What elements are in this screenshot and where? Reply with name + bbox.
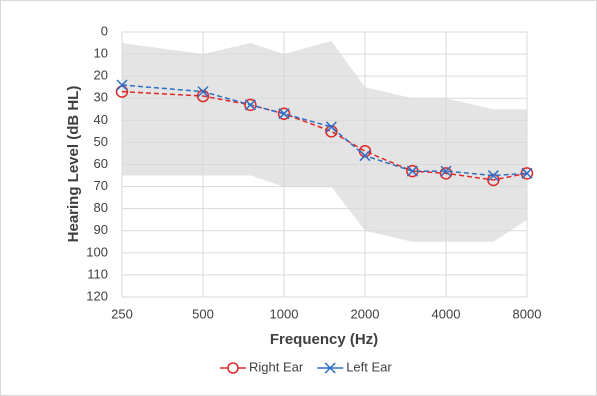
x-tick-label: 2000 [351,306,380,321]
series-line [121,84,528,177]
marker [439,167,453,180]
y-tick-label: 10 [94,46,108,61]
marker [325,125,338,138]
marker [197,86,209,98]
marker [487,170,499,182]
marker [521,167,533,179]
y-tick-label: 80 [94,200,108,215]
x-tick-label: 250 [111,306,133,321]
marker [487,173,500,187]
y-tick-label: 30 [94,90,108,105]
y-tick-label: 20 [94,68,108,83]
marker [244,99,256,111]
y-tick-label: 60 [94,156,108,171]
legend-label: Right Ear [249,359,304,374]
marker [115,85,129,98]
marker [325,121,337,133]
marker [244,98,257,112]
x-tick-label: 500 [192,306,214,321]
marker [278,108,290,120]
x-tick-label: 8000 [513,306,542,321]
y-tick-label: 110 [87,266,108,281]
normal-range-band [122,40,527,242]
x-tick-label: 4000 [432,306,461,321]
y-tick-label: 100 [86,244,108,259]
marker [359,150,371,162]
y-tick-label: 90 [94,222,108,237]
legend-marker [324,362,336,374]
x-tick-label: 1000 [270,306,299,321]
marker [116,79,128,91]
marker [406,165,418,177]
series [116,79,533,182]
legend-label: Left Ear [346,359,392,374]
y-tick-label: 0 [101,23,108,38]
marker [196,89,210,103]
x-axis-title: Frequency (Hz) [270,331,378,348]
y-tick-label: 120 [86,288,108,303]
legend-marker [227,362,239,374]
y-tick-label: 70 [94,178,108,193]
y-axis-title: Hearing Level (dB HL) [65,86,82,243]
y-tick-label: 50 [94,134,108,149]
y-tick-label: 40 [94,112,108,127]
marker [277,107,291,120]
marker [440,165,452,177]
